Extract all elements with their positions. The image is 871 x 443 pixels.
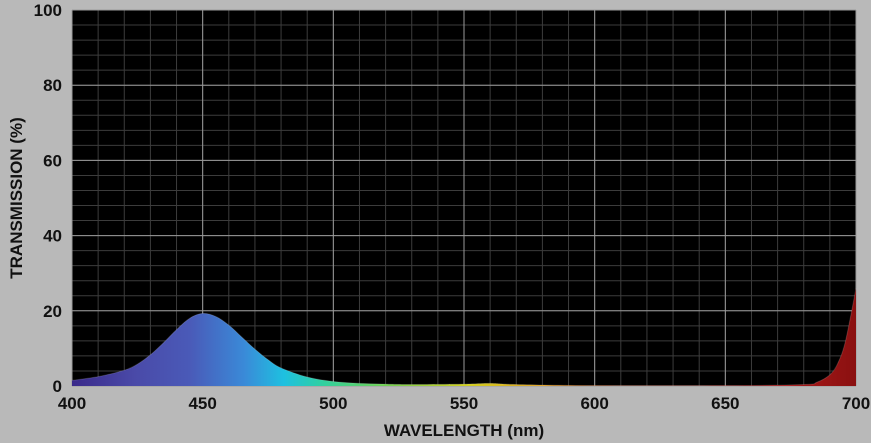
major-gridlines [71,9,857,387]
y-tick-labels: 0 20 40 60 80 100 [34,1,62,396]
x-tick-label: 600 [580,394,608,413]
transmission-line [71,288,857,387]
y-tick-label: 80 [43,76,62,95]
x-tick-label: 550 [450,394,478,413]
y-tick-label: 100 [34,1,62,20]
y-axis-title: TRANSMISSION (%) [7,117,26,279]
y-tick-label: 20 [43,302,62,321]
y-tick-label: 60 [43,151,62,170]
series-layer [71,288,857,387]
x-tick-labels: 400 450 500 550 600 650 700 [58,394,870,413]
x-tick-label: 450 [188,394,216,413]
x-axis-title: WAVELENGTH (nm) [384,421,544,440]
x-tick-label: 500 [319,394,347,413]
x-tick-label: 700 [842,394,870,413]
y-tick-label: 0 [53,377,62,396]
y-tick-label: 40 [43,227,62,246]
x-tick-label: 400 [58,394,86,413]
transmission-area [72,288,856,386]
x-tick-label: 650 [711,394,739,413]
